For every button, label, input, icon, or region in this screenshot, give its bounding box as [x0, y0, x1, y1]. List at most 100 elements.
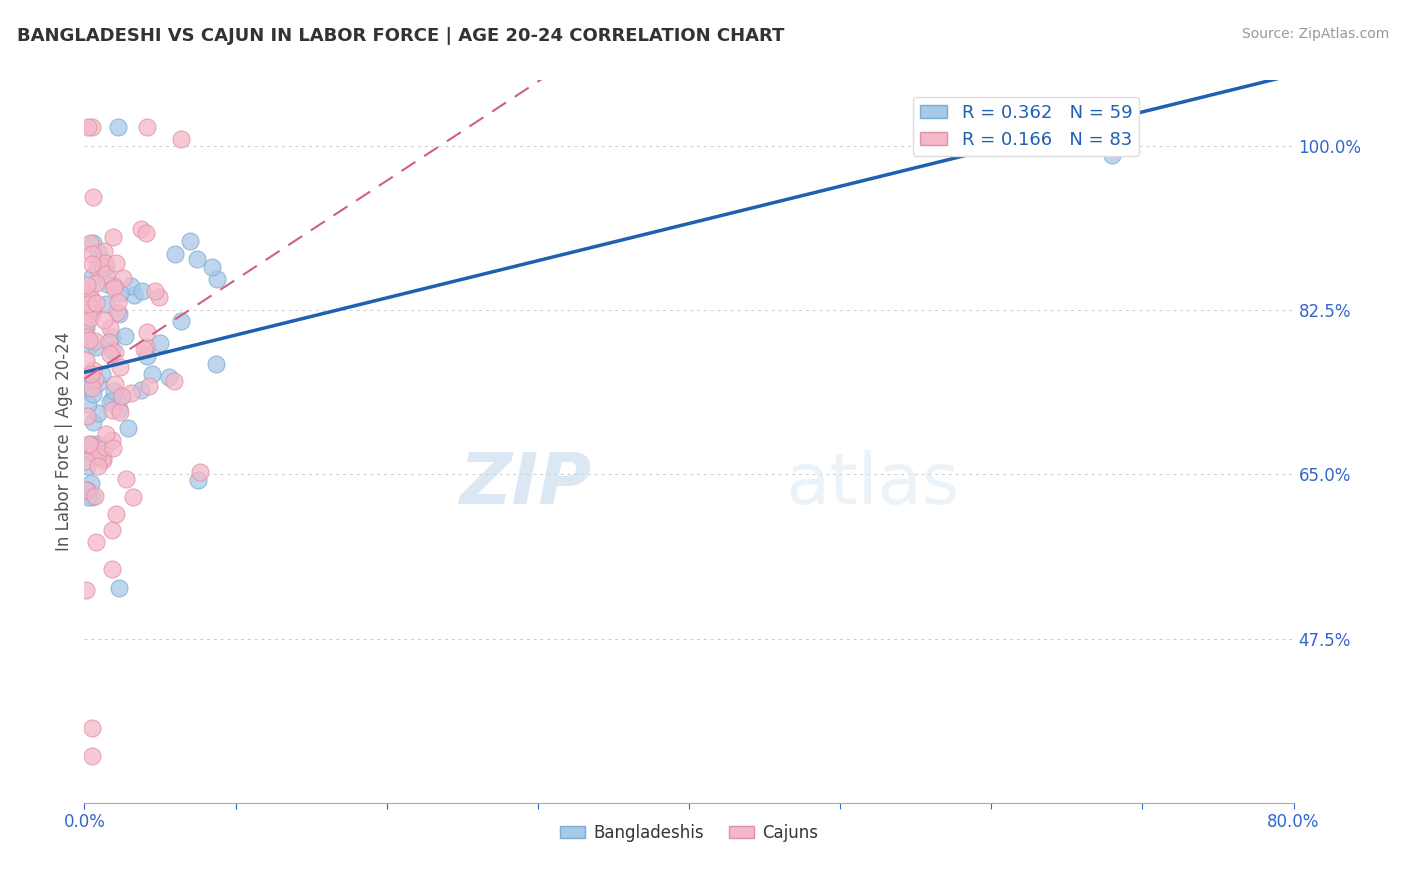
Point — [84, 340, 107, 354]
Point — [104, 377, 127, 392]
Point — [170, 132, 193, 146]
Point — [82, 362, 104, 376]
Point — [159, 370, 181, 384]
Point — [80, 721, 103, 735]
Point — [86, 459, 108, 474]
Point — [98, 321, 121, 335]
Text: ZIP: ZIP — [460, 450, 592, 519]
Point — [80, 291, 103, 305]
Point — [148, 290, 170, 304]
Point — [79, 338, 101, 352]
Point — [82, 386, 104, 401]
Point — [83, 446, 105, 460]
Point — [91, 450, 114, 464]
Point — [84, 535, 107, 549]
Point — [96, 296, 118, 310]
Point — [94, 440, 117, 454]
Point — [104, 345, 127, 359]
Point — [75, 288, 97, 302]
Point — [86, 261, 108, 276]
Point — [105, 305, 128, 319]
Point — [77, 381, 100, 395]
Point — [82, 246, 104, 260]
Point — [76, 330, 98, 344]
Point — [77, 436, 100, 450]
Point — [94, 256, 117, 270]
Point — [91, 445, 114, 459]
Point — [98, 347, 121, 361]
Text: Source: ZipAtlas.com: Source: ZipAtlas.com — [1241, 27, 1389, 41]
Point — [97, 335, 120, 350]
Point — [79, 235, 101, 250]
Point — [84, 372, 107, 386]
Point — [108, 402, 131, 417]
Point — [136, 120, 159, 135]
Point — [120, 279, 142, 293]
Point — [205, 357, 228, 371]
Point — [135, 349, 157, 363]
Point — [149, 336, 172, 351]
Point — [76, 120, 98, 135]
Point — [84, 295, 107, 310]
Point — [201, 260, 224, 275]
Text: BANGLADESHI VS CAJUN IN LABOR FORCE | AGE 20-24 CORRELATION CHART: BANGLADESHI VS CAJUN IN LABOR FORCE | AG… — [17, 27, 785, 45]
Point — [108, 308, 131, 322]
Point — [205, 271, 228, 285]
Point — [143, 284, 166, 298]
Point — [83, 334, 105, 349]
Point — [86, 449, 108, 463]
Point — [112, 270, 135, 285]
Point — [135, 325, 157, 339]
Point — [76, 483, 98, 498]
Point — [90, 367, 112, 381]
Point — [77, 490, 100, 504]
Point — [75, 582, 97, 597]
Point — [86, 437, 108, 451]
Y-axis label: In Labor Force | Age 20-24: In Labor Force | Age 20-24 — [55, 332, 73, 551]
Point — [75, 454, 97, 468]
Point — [165, 246, 187, 260]
Point — [77, 296, 100, 310]
Point — [96, 267, 118, 281]
Point — [80, 476, 103, 491]
Point — [76, 459, 98, 474]
Point — [103, 278, 125, 293]
Point — [111, 389, 134, 403]
Point — [108, 359, 131, 374]
Point — [163, 374, 186, 388]
Point — [79, 310, 101, 325]
Point — [108, 404, 131, 418]
Point — [94, 427, 117, 442]
Point — [114, 328, 136, 343]
Point — [179, 234, 201, 248]
Point — [93, 244, 115, 259]
Point — [84, 277, 107, 291]
Point — [101, 230, 124, 244]
Point — [96, 277, 118, 291]
Point — [100, 402, 122, 417]
Point — [132, 342, 155, 356]
Point — [80, 120, 103, 135]
Point — [94, 260, 117, 274]
Point — [80, 300, 103, 314]
Point — [103, 384, 125, 398]
Point — [75, 321, 97, 335]
Point — [138, 378, 160, 392]
Point — [76, 397, 98, 411]
Point — [77, 284, 100, 298]
Point — [117, 421, 139, 435]
Point — [80, 305, 103, 319]
Point — [108, 285, 131, 300]
Point — [76, 409, 98, 424]
Point — [122, 288, 145, 302]
Point — [87, 376, 110, 391]
Point — [84, 489, 107, 503]
Point — [93, 260, 115, 274]
Point — [82, 235, 104, 250]
Point — [131, 285, 153, 299]
Point — [87, 245, 110, 260]
Point — [101, 392, 124, 407]
Point — [103, 280, 125, 294]
Point — [107, 294, 129, 309]
Point — [186, 252, 208, 266]
